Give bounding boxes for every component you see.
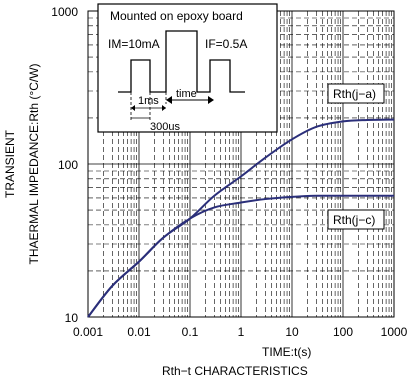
inset-ms-label: 1ms: [138, 95, 159, 107]
pulse-inset: Mounted on epoxy board IM=10mA IF=0.5A t…: [97, 3, 278, 133]
time-arrowhead-icon: [208, 96, 214, 104]
x-tick-label: 0.1: [182, 325, 199, 339]
label-rth-jc-text: Rth(j−c): [333, 213, 375, 227]
inset-time-label: time: [176, 88, 197, 100]
y-tick-label: 1000: [51, 5, 78, 19]
inset-title: Mounted on epoxy board: [110, 9, 243, 23]
y-axis-title-line1: TRANSIENT: [3, 129, 17, 198]
curves: [87, 118, 395, 318]
y-tick-label: 100: [58, 158, 78, 172]
inset-us-label: 300us: [150, 121, 180, 133]
tick-labels: 0.001 0.01 0.1 1 10 100 1000 10 100 1000: [51, 5, 407, 339]
ms-arrowhead-icon: [131, 105, 135, 111]
x-tick-label: 0.001: [73, 325, 103, 339]
y-tick-label: 10: [65, 311, 79, 325]
ms-arrowhead-right-icon: [162, 105, 166, 111]
label-rth-ja-box: [327, 83, 385, 104]
inset-if-label: IF=0.5A: [205, 37, 247, 51]
x-tick-label: 1: [238, 325, 245, 339]
series-line-rth-jc: [87, 194, 394, 318]
inset-im-label: IM=10mA: [108, 37, 160, 51]
x-axis-title: TIME:t(s): [262, 345, 311, 359]
x-tick-label: 0.01: [127, 325, 151, 339]
label-rth-jc-box: [327, 209, 385, 230]
chart-title: Rth−t CHARACTERISTICS: [162, 364, 308, 378]
pulse-waveform: [118, 30, 245, 93]
x-tick-label: 10: [285, 325, 299, 339]
y-axis-title-line2: THAERMAL IMPEDANCE:Rth (°C/W): [27, 63, 41, 264]
x-tick-label: 1000: [381, 325, 408, 339]
label-rth-jc: Rth(j−c): [327, 209, 385, 230]
inset-box: [97, 3, 278, 133]
time-arrowhead-left-icon: [166, 96, 172, 104]
x-tick-label: 100: [333, 325, 353, 339]
label-rth-ja-text: Rth(j−a): [333, 87, 376, 101]
label-rth-ja: Rth(j−a): [327, 83, 385, 104]
